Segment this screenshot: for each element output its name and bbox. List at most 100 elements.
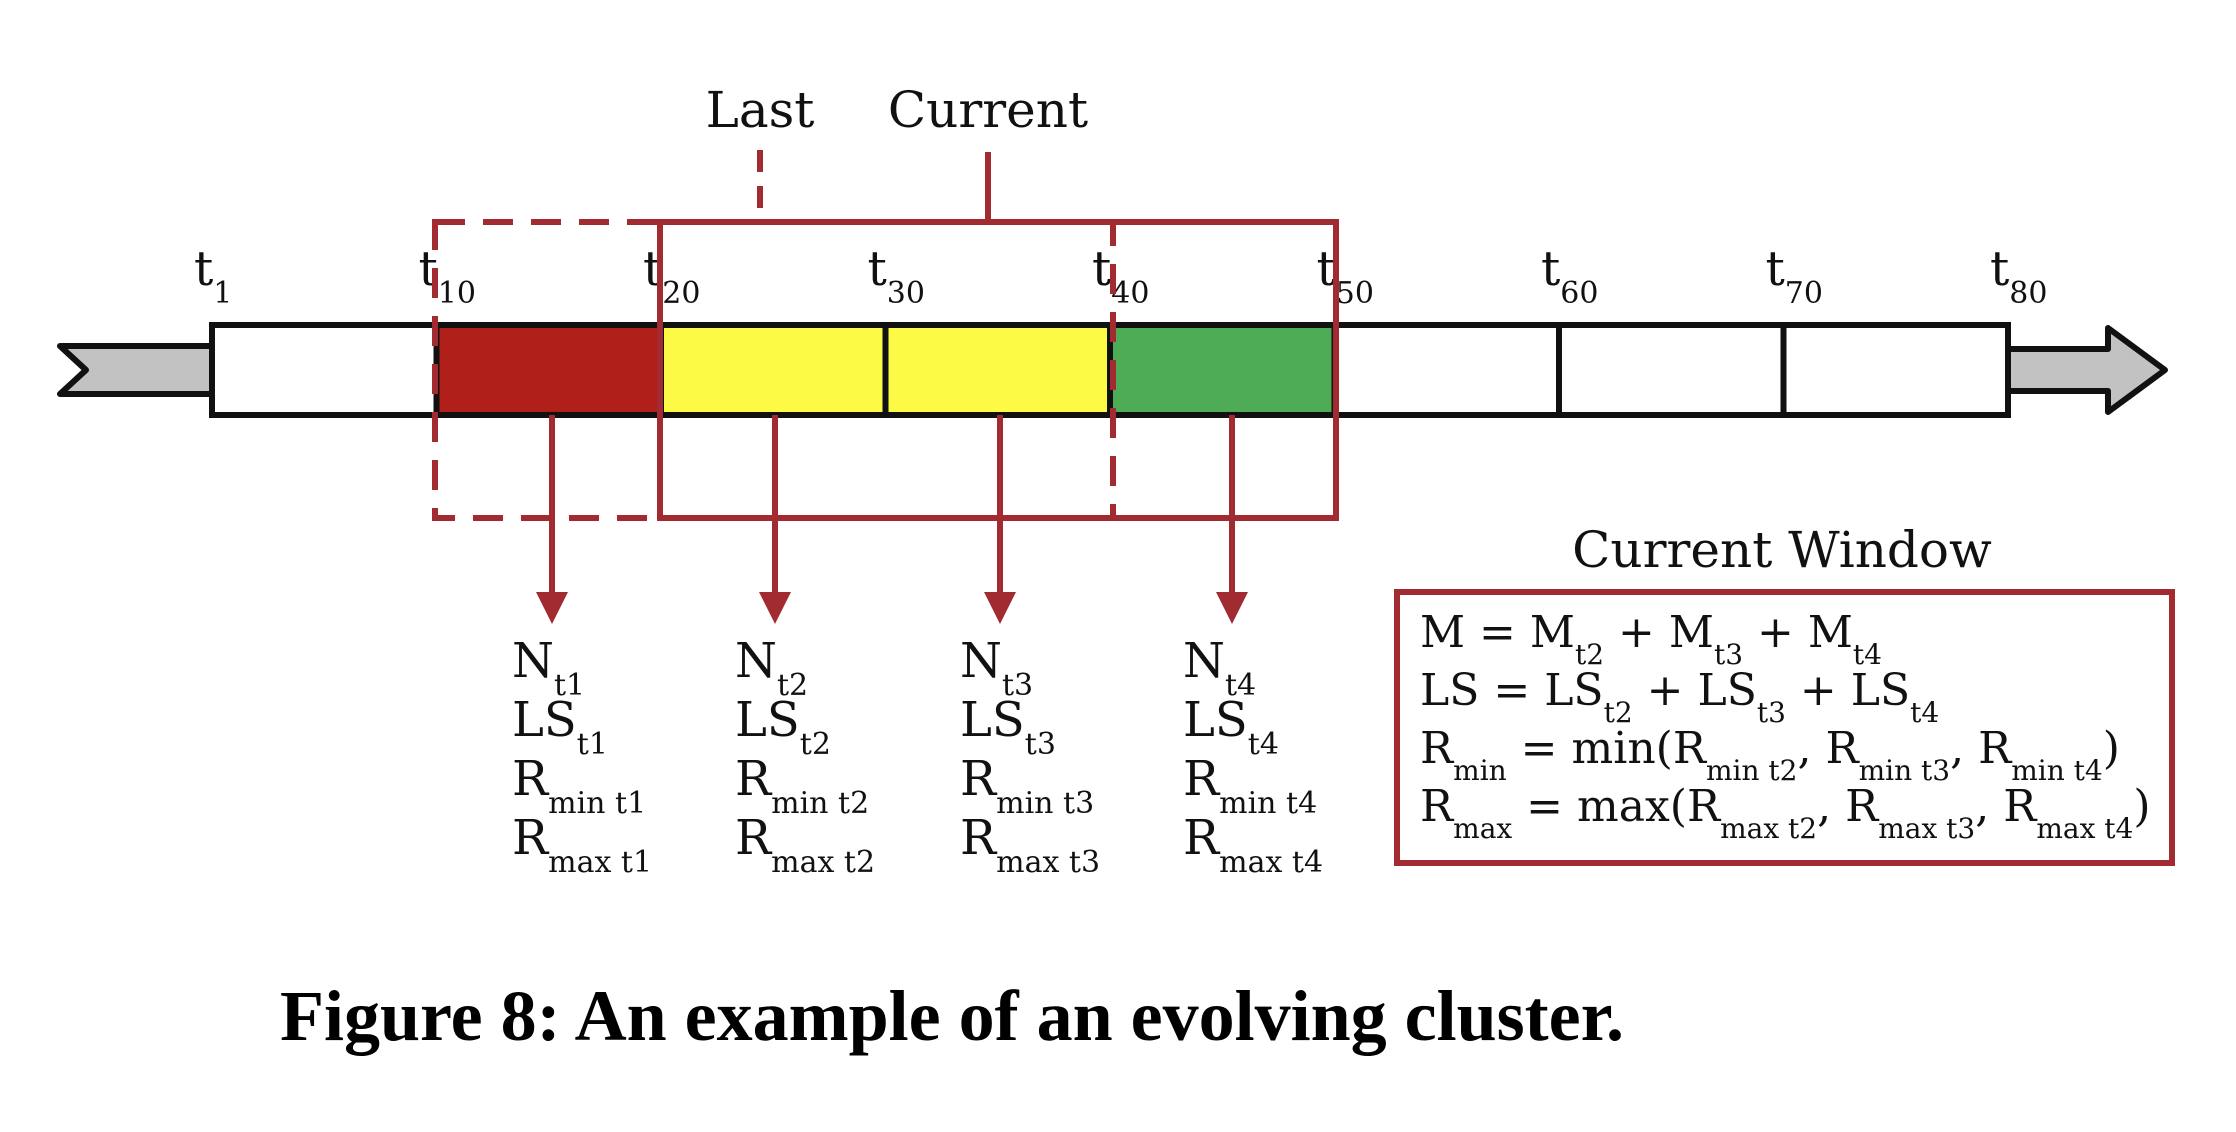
formula-subscript: t4 <box>1910 696 1939 729</box>
formula-text: M = M <box>1420 607 1575 658</box>
stat-symbol: N <box>512 633 554 689</box>
stat-line: LSt3 <box>960 692 1056 762</box>
timeline-cell-7 <box>1556 322 1787 418</box>
stat-line: Rmin t2 <box>735 751 869 821</box>
stat-line: Rmin t4 <box>1183 751 1317 821</box>
stat-subscript: max t3 <box>996 845 1100 880</box>
stat-arrow-head-3 <box>984 592 1016 624</box>
tick-t: t <box>1317 241 1336 297</box>
tick-sub: 10 <box>438 276 476 311</box>
stat-subscript: t4 <box>1248 727 1279 762</box>
formula-line: Rmax = max(Rmax t2, Rmax t3, Rmax t4) <box>1420 781 2151 845</box>
stat-line: Nt2 <box>735 633 808 703</box>
formula-text: ) <box>2133 781 2150 832</box>
stat-symbol: R <box>960 810 998 866</box>
tick-sub: 50 <box>1336 276 1374 311</box>
current-window-title: Current Window <box>1572 521 1992 579</box>
tick-label-60: t60 <box>1541 241 1598 311</box>
timeline-cell-3 <box>658 322 889 418</box>
formula-line: LS = LSt2 + LSt3 + LSt4 <box>1420 665 1939 729</box>
formula-text: LS = LS <box>1420 665 1604 716</box>
stat-subscript: t3 <box>1002 668 1033 703</box>
formula-text: = max(R <box>1512 781 1722 832</box>
tick-sub: 1 <box>213 276 232 311</box>
formula-text: ) <box>2103 723 2120 774</box>
tick-t: t <box>1541 241 1560 297</box>
stat-line: LSt2 <box>735 692 831 762</box>
stat-symbol: N <box>735 633 777 689</box>
stat-subscript: t1 <box>577 727 608 762</box>
timeline-cell-5 <box>1107 322 1338 418</box>
timeline-cell-8 <box>1780 322 2011 418</box>
timeline-cell-4 <box>882 322 1113 418</box>
formula-text: = min(R <box>1507 723 1708 774</box>
formula-subscript: min <box>1453 754 1507 787</box>
tick-sub: 60 <box>1560 276 1598 311</box>
tick-label-1: t1 <box>194 241 232 311</box>
current-window-box <box>1394 589 2175 866</box>
tick-label-20: t20 <box>643 241 700 311</box>
tick-t: t <box>1092 241 1111 297</box>
formula-subscript: t4 <box>1853 638 1882 671</box>
tick-t: t <box>194 241 213 297</box>
tick-t: t <box>1990 241 2009 297</box>
tick-label-80: t80 <box>1990 241 2047 311</box>
figure-caption: Figure 8: An example of an evolving clus… <box>280 976 1624 1056</box>
formula-line: M = Mt2 + Mt3 + Mt4 <box>1420 607 1882 671</box>
formula-subscript: t2 <box>1604 696 1633 729</box>
tick-sub: 30 <box>887 276 925 311</box>
formula-subscript: min t4 <box>2011 754 2103 787</box>
stat-symbol: R <box>512 810 550 866</box>
formula-text: , R <box>1950 723 2013 774</box>
formula-subscript: max t2 <box>1720 812 1817 845</box>
stat-symbol: R <box>512 751 550 807</box>
stat-subscript: t3 <box>1025 727 1056 762</box>
stat-subscript: max t4 <box>1219 845 1323 880</box>
stat-line: Nt4 <box>1183 633 1256 703</box>
stat-subscript: max t1 <box>548 845 652 880</box>
stat-arrows <box>536 415 1248 624</box>
stat-subscript: max t2 <box>771 845 875 880</box>
formula-text: + M <box>1604 607 1714 658</box>
current-window-label: Current <box>888 81 1088 139</box>
formula-subscript: max <box>1453 812 1512 845</box>
timeline-arrow-head <box>2003 325 2168 415</box>
stat-subscript: t2 <box>777 668 808 703</box>
stat-arrow-head-2 <box>759 592 791 624</box>
stat-subscript: t4 <box>1225 668 1256 703</box>
stat-subscript: t1 <box>554 668 585 703</box>
tick-labels: t1 t10 t20 t30 t40 t50 t60 t70 t80 <box>194 241 2047 311</box>
stat-line: Rmin t1 <box>512 751 646 821</box>
tick-t: t <box>1766 241 1785 297</box>
stat-subscript: min t2 <box>771 786 869 821</box>
formula-subscript: min t2 <box>1706 754 1798 787</box>
stat-line: Rmin t3 <box>960 751 1094 821</box>
stat-symbol: R <box>1183 751 1221 807</box>
tick-label-50: t50 <box>1317 241 1374 311</box>
last-window-label: Last <box>706 81 815 139</box>
stat-arrow-head-1 <box>536 592 568 624</box>
formula-line: Rmin = min(Rmin t2, Rmin t3, Rmin t4) <box>1420 723 2120 787</box>
stat-symbol: LS <box>1183 692 1248 748</box>
stat-subscript: t2 <box>800 727 831 762</box>
tick-sub: 70 <box>1785 276 1823 311</box>
tick-t: t <box>868 241 887 297</box>
stat-arrow-head-4 <box>1216 592 1248 624</box>
timeline-cell-2 <box>433 322 664 418</box>
tick-label-10: t10 <box>419 241 476 311</box>
stat-symbol: N <box>1183 633 1225 689</box>
stat-symbol: R <box>1183 810 1221 866</box>
tick-label-70: t70 <box>1766 241 1823 311</box>
stat-symbol: R <box>735 751 773 807</box>
tick-sub: 80 <box>2009 276 2047 311</box>
stat-symbol: N <box>960 633 1002 689</box>
stat-line: LSt1 <box>512 692 608 762</box>
formula-text: + M <box>1743 607 1853 658</box>
timeline-arrow-tail <box>57 343 215 397</box>
formula-text: + LS <box>1633 665 1757 716</box>
timeline-cell-1 <box>209 322 440 418</box>
formula-text: R <box>1420 723 1455 774</box>
